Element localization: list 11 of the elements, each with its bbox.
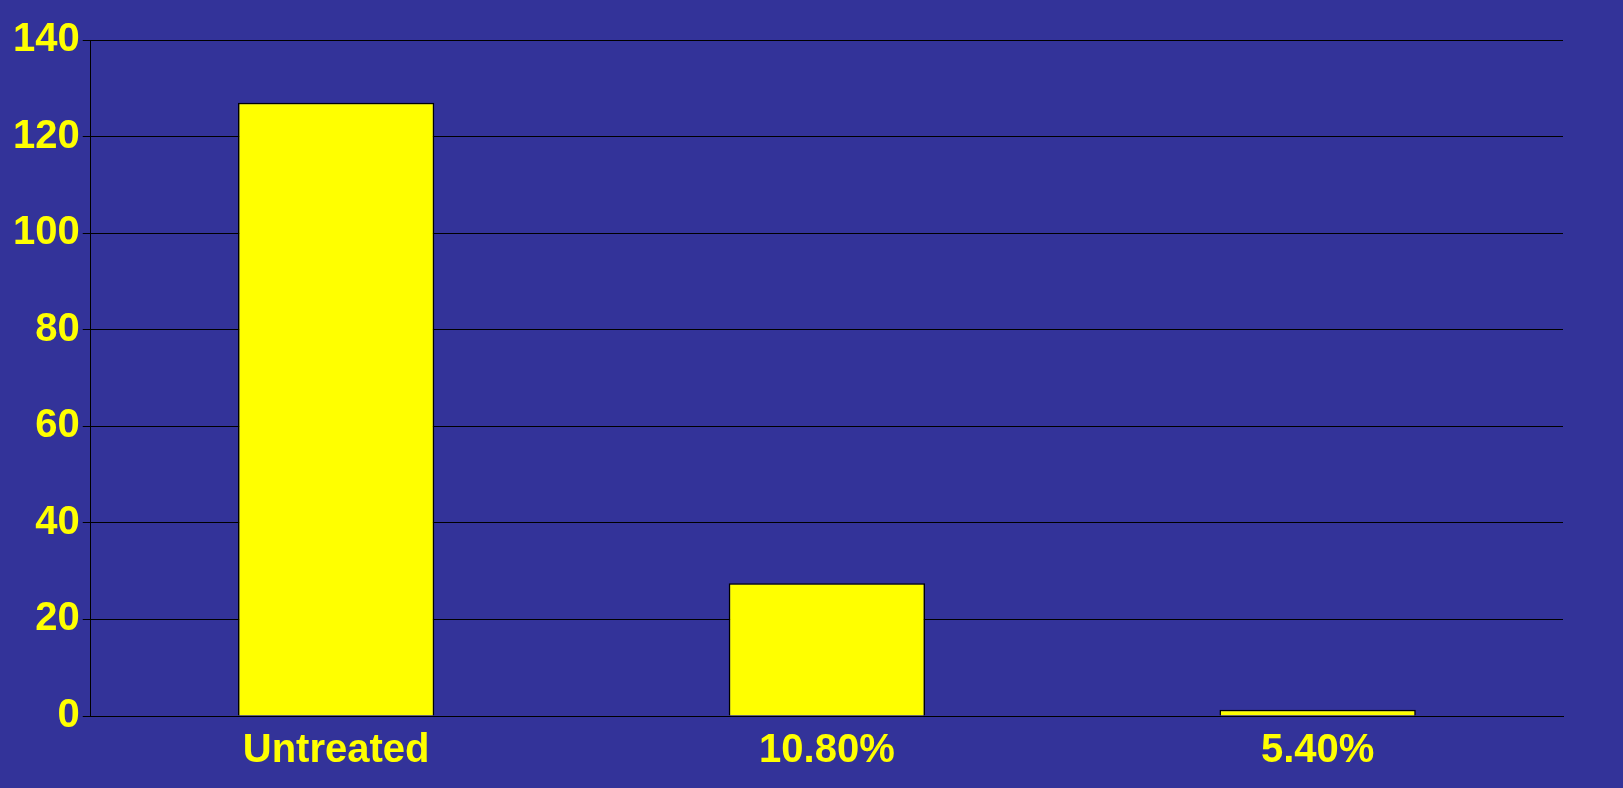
x-tick-label: 5.40% <box>1260 726 1375 771</box>
y-tick-label: 20 <box>35 594 80 639</box>
x-tick-label: 10.80% <box>759 726 895 771</box>
y-tick-label: 140 <box>12 15 80 60</box>
y-tick-label: 100 <box>12 208 80 253</box>
y-tick-label: 120 <box>12 111 80 156</box>
y-tick-label: 0 <box>57 691 80 736</box>
y-tick-label: 40 <box>35 497 80 542</box>
y-tick-label: 60 <box>35 401 80 446</box>
x-tick-label: Untreated <box>242 726 430 771</box>
y-tick-label: 80 <box>35 304 80 349</box>
